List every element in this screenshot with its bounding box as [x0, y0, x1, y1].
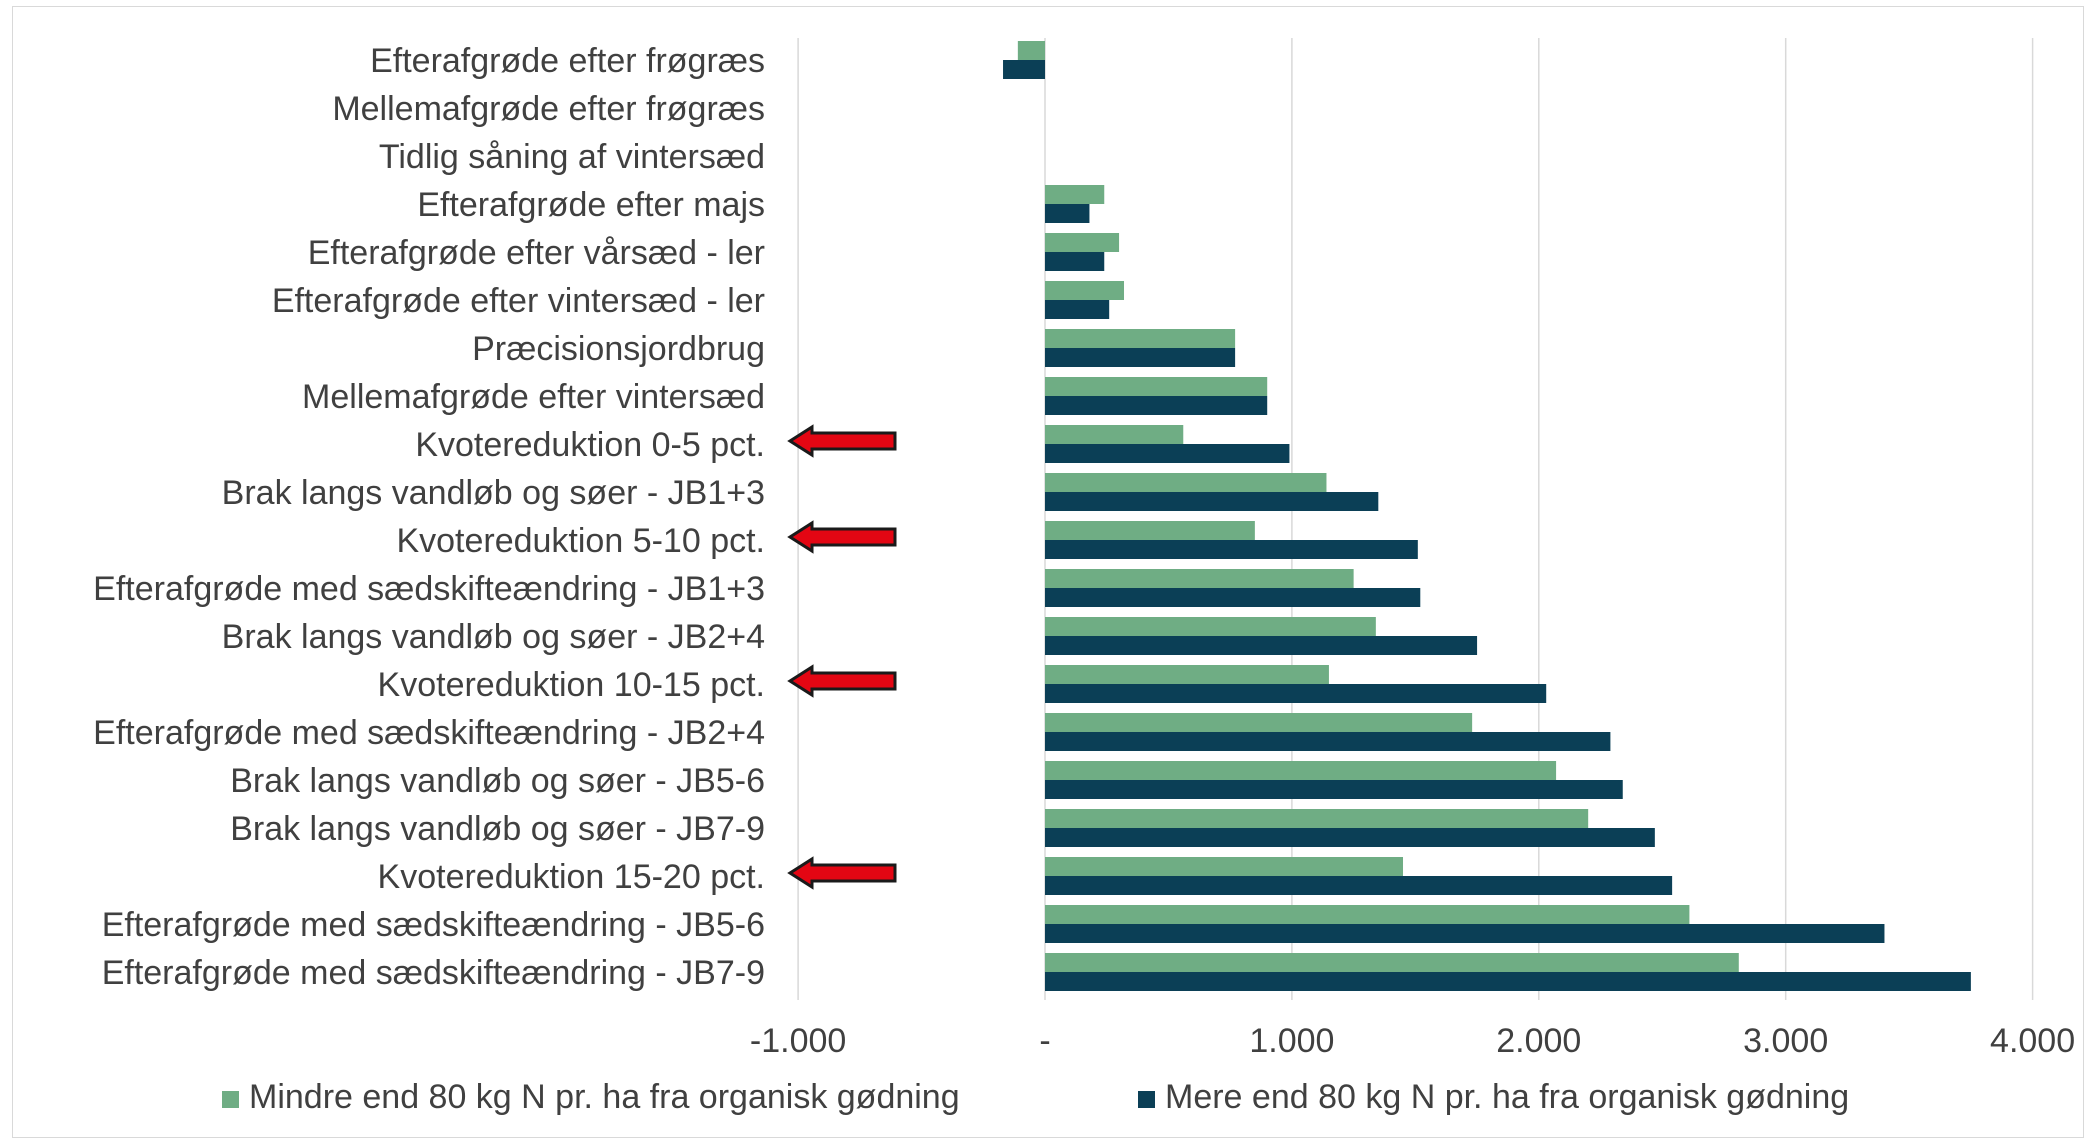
bar-mere — [1045, 252, 1105, 271]
bar-mere — [1045, 924, 1885, 943]
bar-mere — [1045, 204, 1090, 223]
bar-mindre — [1045, 857, 1404, 876]
legend-swatch — [1138, 1091, 1155, 1108]
category-label: Brak langs vandløb og søer - JB5-6 — [230, 762, 765, 800]
bar-mindre — [1045, 617, 1376, 636]
category-label: Efterafgrøde efter vårsæd - ler — [308, 234, 765, 272]
category-labels: Efterafgrøde efter frøgræs Mellemafgrøde … — [93, 42, 765, 992]
category-label: Præcisionsjordbrug — [472, 330, 765, 368]
chart-frame — [12, 6, 2084, 1138]
bar-mere — [1045, 300, 1110, 319]
category-label: Mellemafgrøde efter vintersæd — [302, 378, 765, 416]
legend-label: Mindre end 80 kg N pr. ha fra organisk g… — [249, 1078, 960, 1116]
bar-mere — [1045, 492, 1379, 511]
legend-label: Mere end 80 kg N pr. ha fra organisk gød… — [1165, 1078, 1849, 1116]
bar-mere — [1045, 732, 1611, 751]
bar-mindre — [1045, 377, 1268, 396]
x-tick-label: -1.000 — [750, 1022, 846, 1060]
category-label: Tidlig såning af vintersæd — [379, 138, 765, 176]
bar-mere — [1045, 828, 1655, 847]
category-label: Kvotereduktion 5-10 pct. — [396, 522, 765, 560]
bar-mere — [1045, 444, 1290, 463]
category-label: Efterafgrøde med sædskifteændring - JB1+… — [93, 570, 765, 608]
category-label: Efterafgrøde efter vintersæd - ler — [272, 282, 765, 320]
bar-mindre — [1045, 185, 1105, 204]
gridlines — [797, 38, 2034, 1000]
category-label: Efterafgrøde efter frøgræs — [370, 42, 765, 80]
bar-mere — [1045, 348, 1236, 367]
bar-mere — [1045, 684, 1547, 703]
bar-mindre — [1045, 665, 1329, 684]
x-axis-tick-labels: -1.000-1.000 2.000 3.000 4.000 — [750, 1022, 2075, 1060]
bar-mindre — [1045, 905, 1690, 924]
category-label: Kvotereduktion 15-20 pct. — [378, 858, 765, 896]
highlight-arrow-icon — [787, 856, 897, 890]
category-label: Kvotereduktion 0-5 pct. — [415, 426, 765, 464]
x-tick-label: 3.000 — [1743, 1022, 1828, 1060]
bar-mindre — [1017, 41, 1045, 60]
x-tick-label: - — [1039, 1022, 1050, 1060]
bar-mere — [1045, 780, 1623, 799]
category-label: Mellemafgrøde efter frøgræs — [332, 90, 765, 128]
x-tick-label: 1.000 — [1249, 1022, 1334, 1060]
category-label: Efterafgrøde med sædskifteændring - JB2+… — [93, 714, 765, 752]
bar-mindre — [1045, 281, 1125, 300]
bar-mindre — [1045, 425, 1184, 444]
highlight-arrow-icon — [787, 664, 897, 698]
category-label: Efterafgrøde efter majs — [417, 186, 765, 224]
highlight-arrows — [787, 424, 897, 890]
category-label: Brak langs vandløb og søer - JB7-9 — [230, 810, 765, 848]
bar-mindre — [1045, 809, 1589, 828]
bar-mere — [1045, 972, 1971, 991]
bar-mere — [1045, 636, 1478, 655]
x-tick-label: 4.000 — [1990, 1022, 2075, 1060]
legend: Mindre end 80 kg N pr. ha fra organisk g… — [222, 1078, 1849, 1116]
bar-mindre — [1045, 233, 1120, 252]
category-label: Brak langs vandløb og søer - JB1+3 — [222, 474, 765, 512]
category-label: Efterafgrøde med sædskifteændring - JB7-… — [102, 954, 765, 992]
category-label: Efterafgrøde med sædskifteændring - JB5-… — [102, 906, 765, 944]
bar-mere — [1045, 876, 1673, 895]
bar-mindre — [1045, 521, 1255, 540]
legend-swatch — [222, 1091, 239, 1108]
bars — [1003, 41, 1971, 991]
bar-mere — [1045, 540, 1418, 559]
bar-mere — [1045, 588, 1421, 607]
bar-mindre — [1045, 761, 1557, 780]
highlight-arrow-icon — [787, 520, 897, 554]
bar-mindre — [1045, 569, 1354, 588]
bar-mere — [1045, 396, 1268, 415]
bar-mere — [1003, 60, 1045, 79]
highlight-arrow-icon — [787, 424, 897, 458]
bar-mindre — [1045, 953, 1739, 972]
bar-mindre — [1045, 329, 1236, 348]
bar-mindre — [1045, 473, 1327, 492]
category-label: Kvotereduktion 10-15 pct. — [378, 666, 765, 704]
x-tick-label: 2.000 — [1496, 1022, 1581, 1060]
category-label: Brak langs vandløb og søer - JB2+4 — [222, 618, 765, 656]
bar-mindre — [1045, 713, 1473, 732]
